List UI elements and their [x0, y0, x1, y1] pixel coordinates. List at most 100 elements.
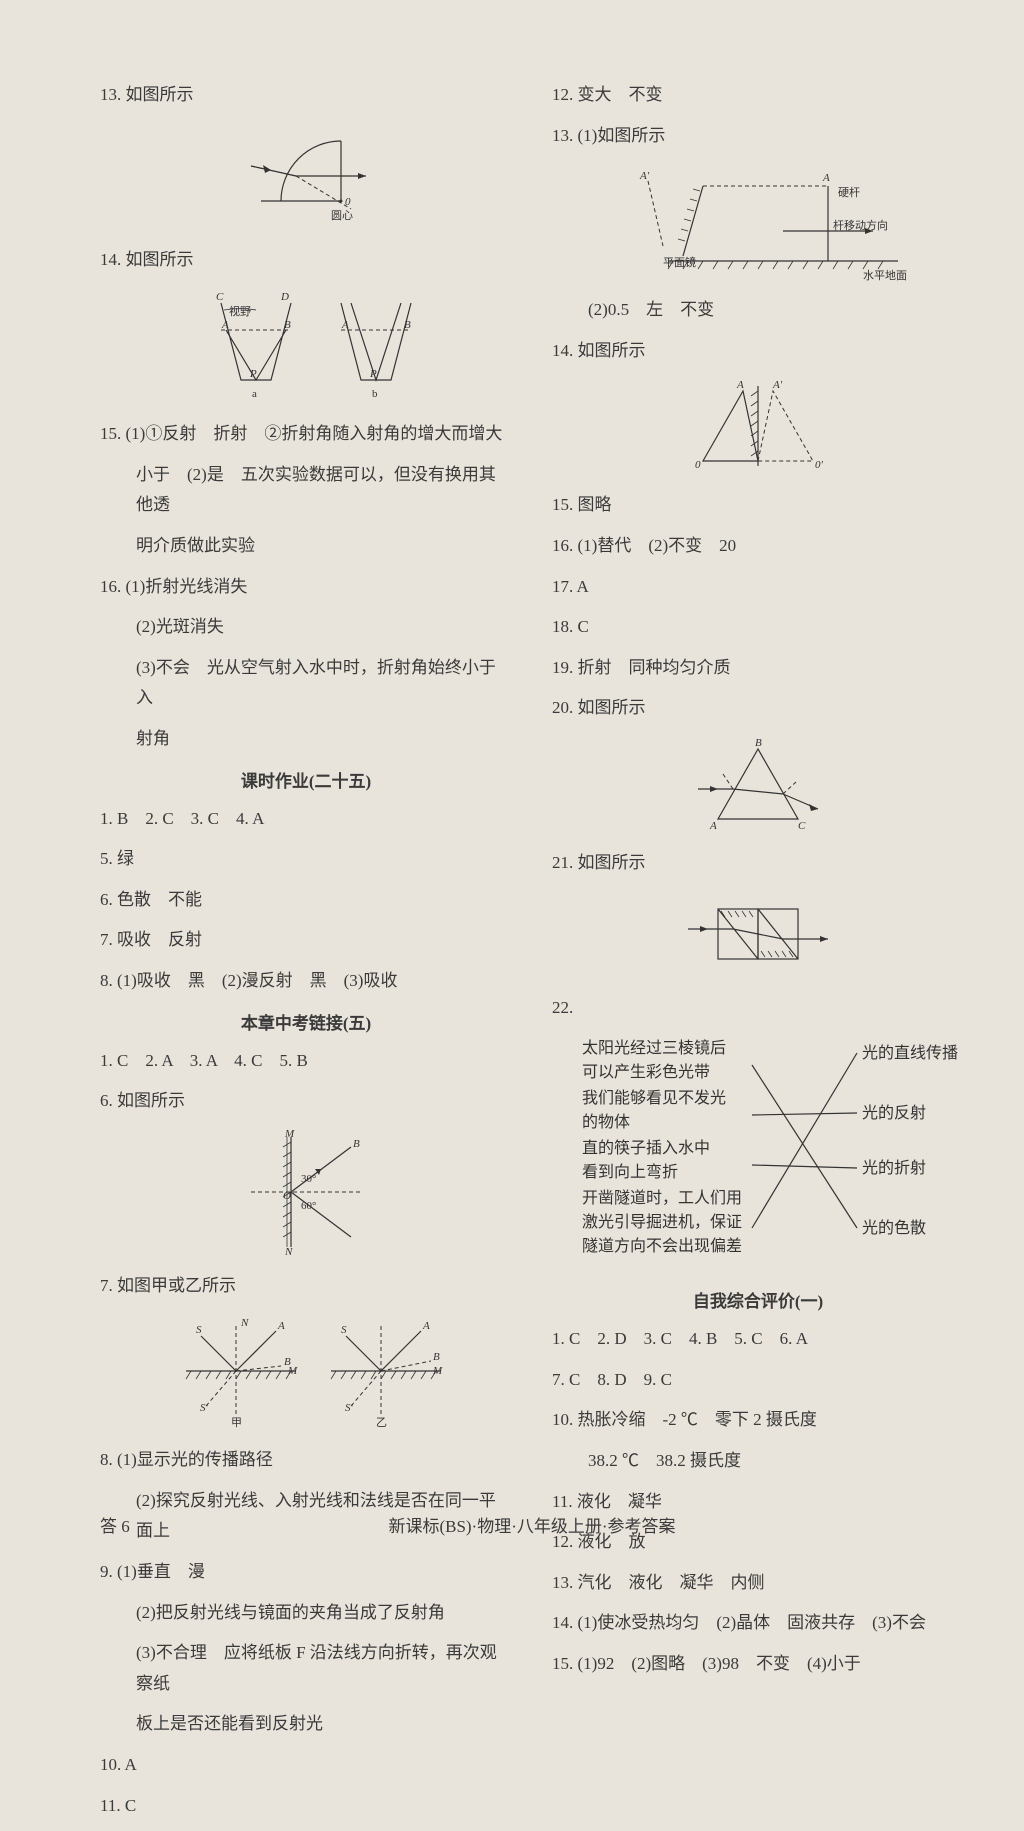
svg-text:A': A'	[772, 379, 783, 391]
svg-text:C: C	[798, 820, 806, 832]
title-eval1: 自我综合评价(一)	[552, 1287, 964, 1312]
svg-text:0': 0'	[815, 459, 824, 471]
footer-mid: 新课标(BS)·物理·八年级上册·参考答案	[388, 1512, 675, 1537]
svg-text:B: B	[353, 1138, 360, 1150]
ans25-6: 6. 色散 不能	[100, 885, 512, 916]
diagram-21-right	[552, 889, 964, 979]
link5-10: 10. A	[100, 1750, 512, 1781]
svg-text:A: A	[422, 1320, 430, 1332]
svg-text:A: A	[341, 319, 349, 331]
svg-text:S': S'	[345, 1402, 354, 1414]
label-jia: 甲	[231, 1417, 242, 1429]
svg-text:0: 0	[345, 196, 351, 208]
svg-text:B: B	[284, 319, 291, 331]
link5-8a: 8. (1)显示光的传播路径	[100, 1445, 512, 1476]
ans25-8: 8. (1)吸收 黑 (2)漫反射 黑 (3)吸收	[100, 966, 512, 997]
match-r3: 光的折射	[862, 1159, 926, 1177]
q16a: 16. (1)折射光线消失	[100, 572, 512, 603]
svg-text:M: M	[432, 1365, 443, 1377]
diagram-link5-7: S A B M S' N 甲 S	[100, 1311, 512, 1431]
label-pingmianjing: 平面镜	[663, 255, 696, 269]
svg-text:60°: 60°	[301, 1200, 316, 1212]
link5-6: 6. 如图所示	[100, 1086, 512, 1117]
q15b: 小于 (2)是 五次实验数据可以，但没有换用其他透	[100, 460, 512, 521]
q12-right: 12. 变大 不变	[552, 80, 964, 111]
q20-right: 20. 如图所示	[552, 693, 964, 724]
svg-text:S': S'	[200, 1402, 209, 1414]
label-yinggan: 硬杆	[838, 185, 860, 199]
svg-text:N: N	[240, 1317, 249, 1329]
svg-text:A': A'	[639, 170, 650, 182]
match-l4: 的物体	[582, 1113, 630, 1131]
match-r2: 光的反射	[862, 1104, 926, 1122]
link5-9c: (3)不合理 应将纸板 F 沿法线方向折转，再次观察纸	[100, 1638, 512, 1699]
diagram-14-left: C D A B P 视野 a A B P b	[100, 285, 512, 405]
q14-right: 14. 如图所示	[552, 336, 964, 367]
link5-9d: 板上是否还能看到反射光	[100, 1709, 512, 1740]
match-l7: 开凿隧道时，工人们用	[582, 1189, 742, 1207]
q15-right: 15. 图略	[552, 490, 964, 521]
match-l9: 隧道方向不会出现偏差	[582, 1237, 742, 1255]
q19-right: 19. 折射 同种均匀介质	[552, 653, 964, 684]
link5-7: 7. 如图甲或乙所示	[100, 1271, 512, 1302]
svg-text:A: A	[822, 172, 830, 184]
svg-text:A: A	[221, 319, 229, 331]
diagram-13-right: 水平地面 平面镜 A 硬杆 杆移动方向 A'	[552, 161, 964, 281]
page-footer: 答 6 新课标(BS)·物理·八年级上册·参考答案	[100, 1512, 964, 1537]
q18-right: 18. C	[552, 612, 964, 643]
svg-text:S: S	[196, 1324, 202, 1336]
svg-text:C: C	[216, 291, 224, 303]
link5-1: 1. C 2. A 3. A 4. C 5. B	[100, 1046, 512, 1077]
match-r1: 光的直线传播	[862, 1044, 958, 1062]
link5-9b: (2)把反射光线与镜面的夹角当成了反射角	[100, 1598, 512, 1629]
ans25-5: 5. 绿	[100, 844, 512, 875]
q16d: 射角	[100, 724, 512, 755]
eval-14: 14. (1)使冰受热均匀 (2)晶体 固液共存 (3)不会	[552, 1608, 964, 1639]
label-yi: 乙	[376, 1416, 387, 1429]
svg-text:P: P	[369, 368, 377, 380]
svg-text:O: O	[283, 1190, 291, 1202]
diagram-14-right: 0 0' A A'	[552, 376, 964, 476]
svg-text:M: M	[284, 1128, 295, 1140]
eval-15: 15. (1)92 (2)图略 (3)98 不变 (4)小于	[552, 1649, 964, 1680]
svg-text:B: B	[755, 737, 762, 749]
svg-text:M: M	[287, 1365, 298, 1377]
eval-10a: 10. 热胀冷缩 -2 ℃ 零下 2 摄氏度	[552, 1405, 964, 1436]
match-l2: 可以产生彩色光带	[582, 1063, 710, 1081]
match-l3: 我们能够看见不发光	[582, 1089, 726, 1107]
q16b: (2)光斑消失	[100, 612, 512, 643]
link5-11: 11. C	[100, 1791, 512, 1822]
q22-right: 22.	[552, 993, 964, 1024]
ans25-7: 7. 吸收 反射	[100, 925, 512, 956]
svg-text:S: S	[341, 1324, 347, 1336]
match-l5: 直的筷子插入水中	[582, 1139, 710, 1157]
label-ganyidong: 杆移动方向	[833, 218, 888, 232]
eval-7: 7. C 8. D 9. C	[552, 1365, 964, 1396]
diagram-13-left: 0 圆心	[100, 121, 512, 231]
svg-text:A: A	[709, 820, 717, 832]
svg-text:D: D	[280, 291, 289, 303]
svg-text:0: 0	[695, 459, 701, 471]
match-l6: 看到向上弯折	[582, 1163, 678, 1181]
q13-left: 13. 如图所示	[100, 80, 512, 111]
eval-1: 1. C 2. D 3. C 4. B 5. C 6. A	[552, 1324, 964, 1355]
q13b-right: (2)0.5 左 不变	[552, 295, 964, 326]
ans25-1: 1. B 2. C 3. C 4. A	[100, 804, 512, 835]
svg-text:A: A	[277, 1320, 285, 1332]
match-r4: 光的色散	[862, 1219, 926, 1237]
svg-text:b: b	[372, 388, 378, 400]
svg-text:P: P	[249, 368, 257, 380]
eval-13: 13. 汽化 液化 凝华 内侧	[552, 1568, 964, 1599]
eval-10b: 38.2 ℃ 38.2 摄氏度	[552, 1446, 964, 1477]
q21-right: 21. 如图所示	[552, 848, 964, 879]
q16-right: 16. (1)替代 (2)不变 20	[552, 531, 964, 562]
svg-text:30°: 30°	[301, 1173, 316, 1185]
title-25: 课时作业(二十五)	[100, 767, 512, 792]
label-yuanxin: 圆心	[331, 209, 353, 222]
label-shiye: 视野	[229, 304, 251, 318]
match-l1: 太阳光经过三棱镜后	[582, 1038, 726, 1057]
q16c: (3)不会 光从空气射入水中时，折射角始终小于入	[100, 653, 512, 714]
diagram-link5-6: M N B 30° 60° O	[100, 1127, 512, 1257]
q15a: 15. (1)①反射 折射 ②折射角随入射角的增大而增大	[100, 419, 512, 450]
q17-right: 17. A	[552, 572, 964, 603]
